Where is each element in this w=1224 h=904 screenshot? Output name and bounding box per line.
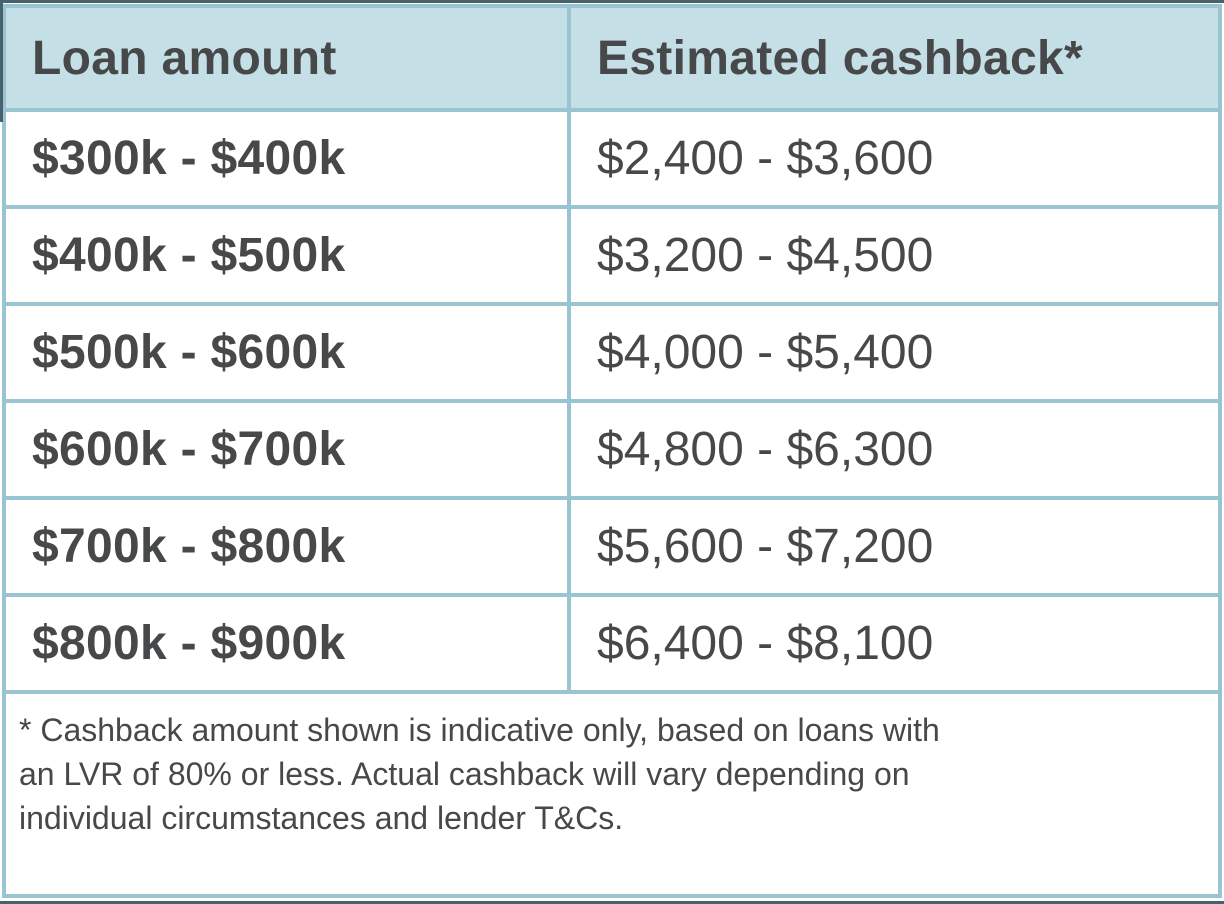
table-row: $500k - $600k $4,000 - $5,400: [2, 302, 1222, 403]
table-row: $800k - $900k $6,400 - $8,100: [2, 593, 1222, 694]
loan-amount-cell: $800k - $900k: [2, 593, 571, 694]
estimated-cashback-cell: $3,200 - $4,500: [567, 205, 1222, 306]
loan-cashback-table: Loan amount Estimated cashback* $300k - …: [2, 4, 1222, 898]
loan-amount-cell: $300k - $400k: [2, 108, 571, 209]
header-row: Loan amount Estimated cashback*: [2, 4, 1222, 112]
footnote-cell: * Cashback amount shown is indicative on…: [2, 690, 1222, 898]
estimated-cashback-cell: $4,000 - $5,400: [567, 302, 1222, 403]
estimated-cashback-cell: $6,400 - $8,100: [567, 593, 1222, 694]
table-row: $600k - $700k $4,800 - $6,300: [2, 399, 1222, 500]
loan-amount-cell: $500k - $600k: [2, 302, 571, 403]
top-divider-line: [0, 0, 1224, 3]
column-header-loan-amount: Loan amount: [2, 4, 571, 112]
estimated-cashback-cell: $5,600 - $7,200: [567, 496, 1222, 597]
estimated-cashback-cell: $2,400 - $3,600: [567, 108, 1222, 209]
loan-amount-cell: $600k - $700k: [2, 399, 571, 500]
left-divider-line-segment: [0, 0, 3, 122]
estimated-cashback-cell: $4,800 - $6,300: [567, 399, 1222, 500]
table-row: $300k - $400k $2,400 - $3,600: [2, 108, 1222, 209]
footnote-row: * Cashback amount shown is indicative on…: [2, 690, 1222, 898]
table-row: $700k - $800k $5,600 - $7,200: [2, 496, 1222, 597]
footnote-line: individual circumstances and lender T&Cs…: [19, 800, 624, 836]
column-header-estimated-cashback: Estimated cashback*: [567, 4, 1222, 112]
bottom-divider-line: [0, 901, 1224, 904]
loan-amount-cell: $700k - $800k: [2, 496, 571, 597]
footnote-line: an LVR of 80% or less. Actual cashback w…: [19, 756, 910, 792]
table-row: $400k - $500k $3,200 - $4,500: [2, 205, 1222, 306]
loan-amount-cell: $400k - $500k: [2, 205, 571, 306]
footnote-line: * Cashback amount shown is indicative on…: [19, 712, 940, 748]
